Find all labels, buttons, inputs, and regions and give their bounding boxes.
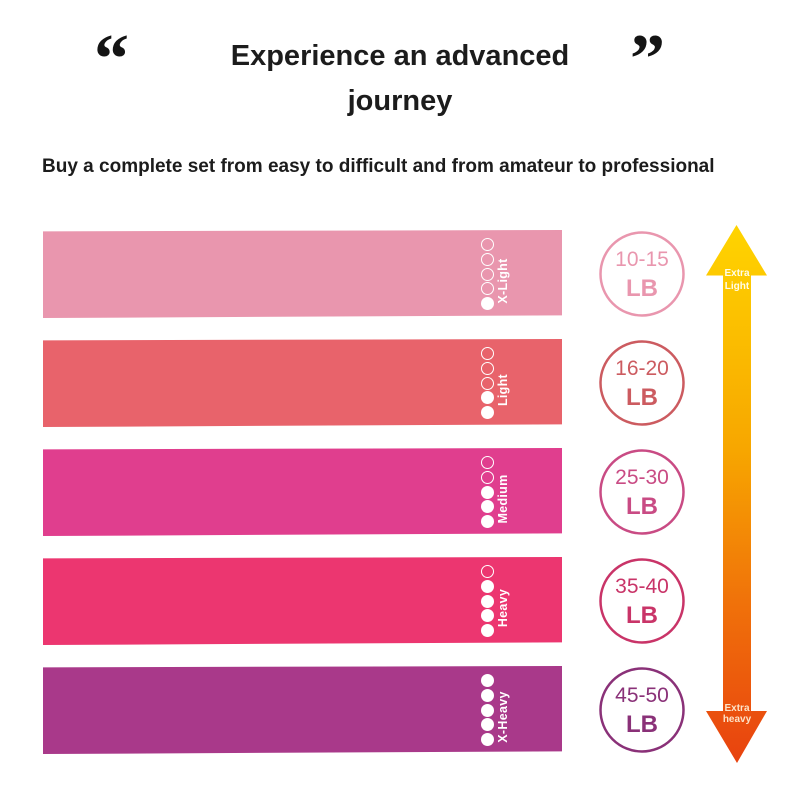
svg-text:heavy: heavy — [723, 714, 752, 725]
svg-text:10-15: 10-15 — [615, 248, 669, 271]
svg-text:25-30: 25-30 — [615, 466, 669, 489]
svg-text:LB: LB — [626, 275, 658, 302]
svg-text:LB: LB — [626, 384, 658, 411]
svg-text:45-50: 45-50 — [615, 684, 669, 707]
svg-text:Extra: Extra — [724, 268, 749, 279]
svg-text:Extra: Extra — [724, 703, 749, 714]
svg-text:16-20: 16-20 — [615, 357, 669, 380]
svg-text:Light: Light — [725, 281, 750, 292]
svg-text:35-40: 35-40 — [615, 575, 669, 598]
svg-text:LB: LB — [626, 602, 658, 629]
svg-text:LB: LB — [626, 493, 658, 520]
svg-text:LB: LB — [626, 711, 658, 738]
